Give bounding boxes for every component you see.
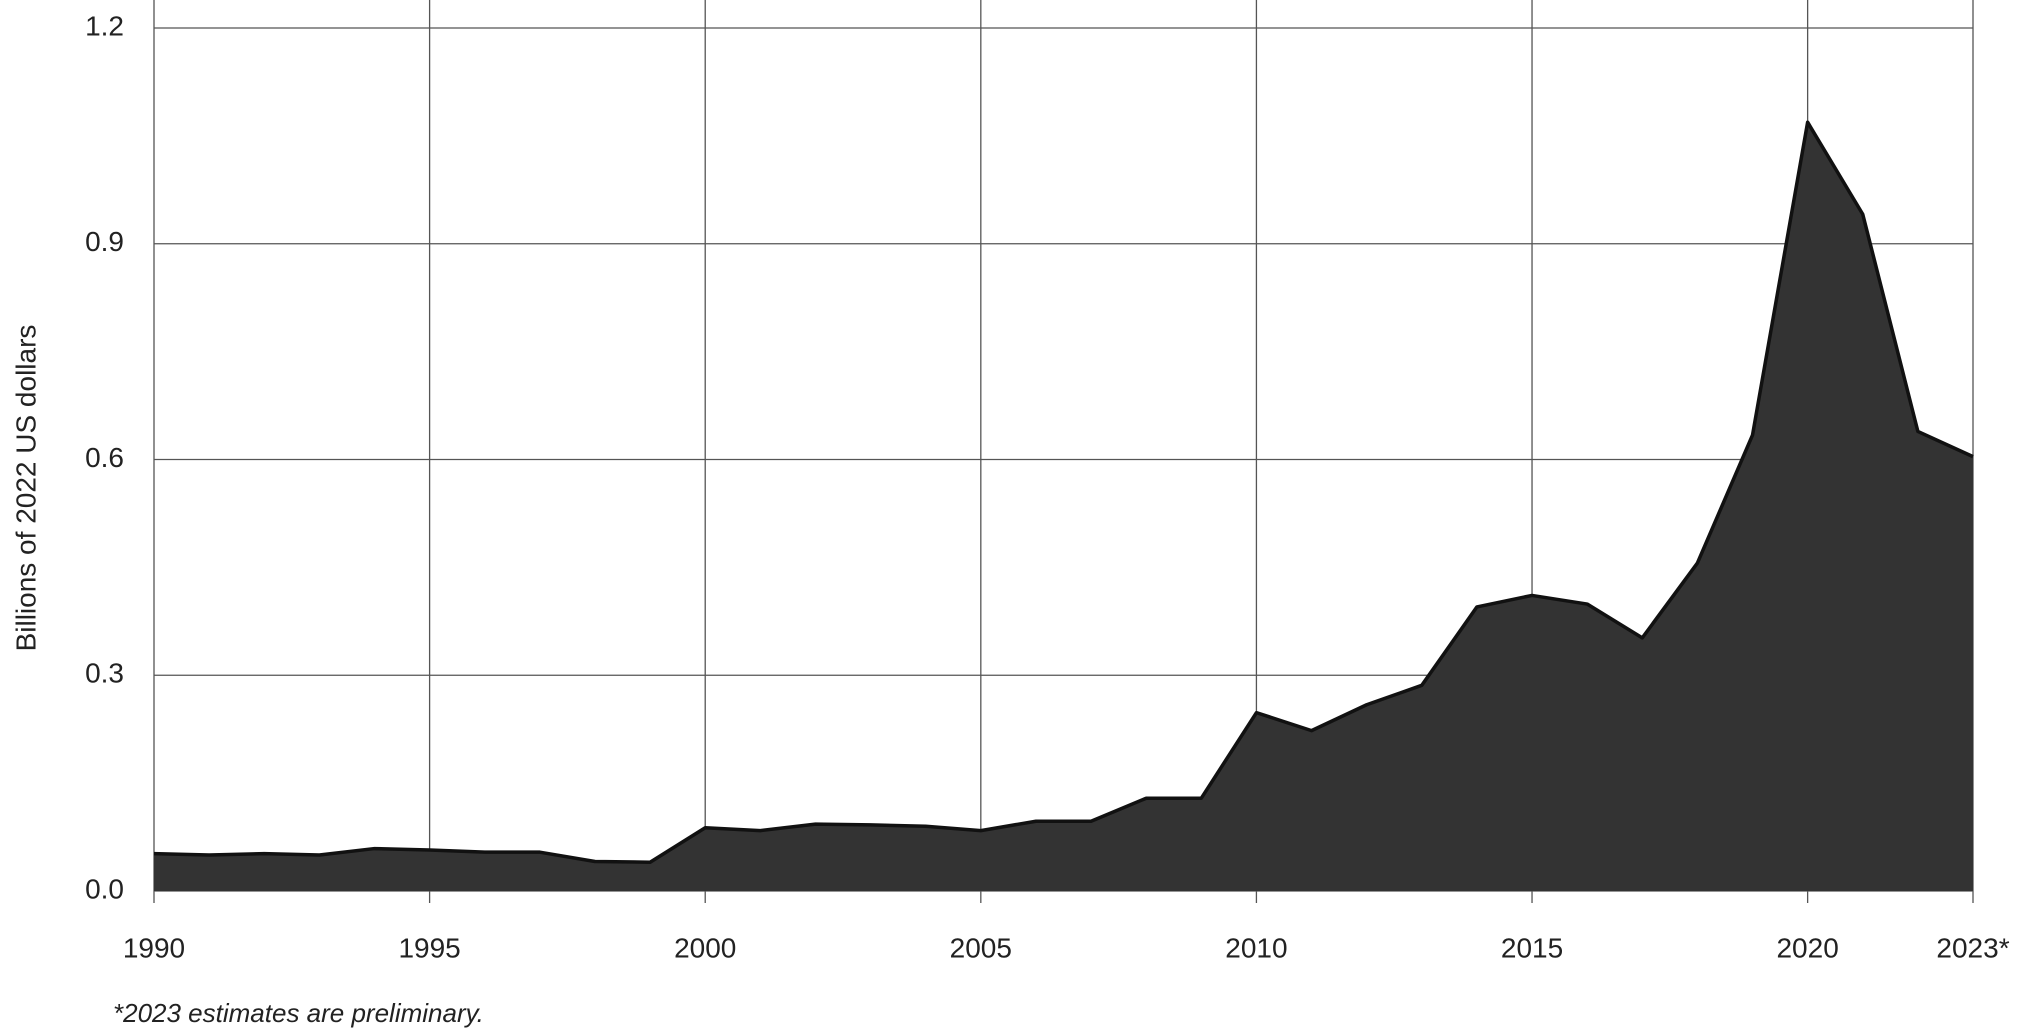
area [154, 122, 1973, 892]
y-tick-label: 0.0 [85, 873, 124, 904]
x-tick-label: 2015 [1501, 932, 1563, 963]
x-tick-label: 1995 [398, 932, 460, 963]
x-tick-label: 1990 [123, 932, 185, 963]
x-tick-label: 2000 [674, 932, 736, 963]
y-tick-label: 0.9 [85, 226, 124, 257]
area-line [153, 120, 1974, 864]
x-tick-label: 2005 [950, 932, 1012, 963]
footnote: *2023 estimates are preliminary. [113, 998, 484, 1028]
y-axis-title: Billions of 2022 US dollars [10, 325, 41, 652]
x-tick-label: 2020 [1776, 932, 1838, 963]
y-tick-label: 1.2 [85, 10, 124, 41]
y-tick-label: 0.6 [85, 442, 124, 473]
x-tick-label: 2023* [1936, 932, 2009, 963]
y-tick-label: 0.3 [85, 658, 124, 689]
x-tick-label: 2010 [1225, 932, 1287, 963]
